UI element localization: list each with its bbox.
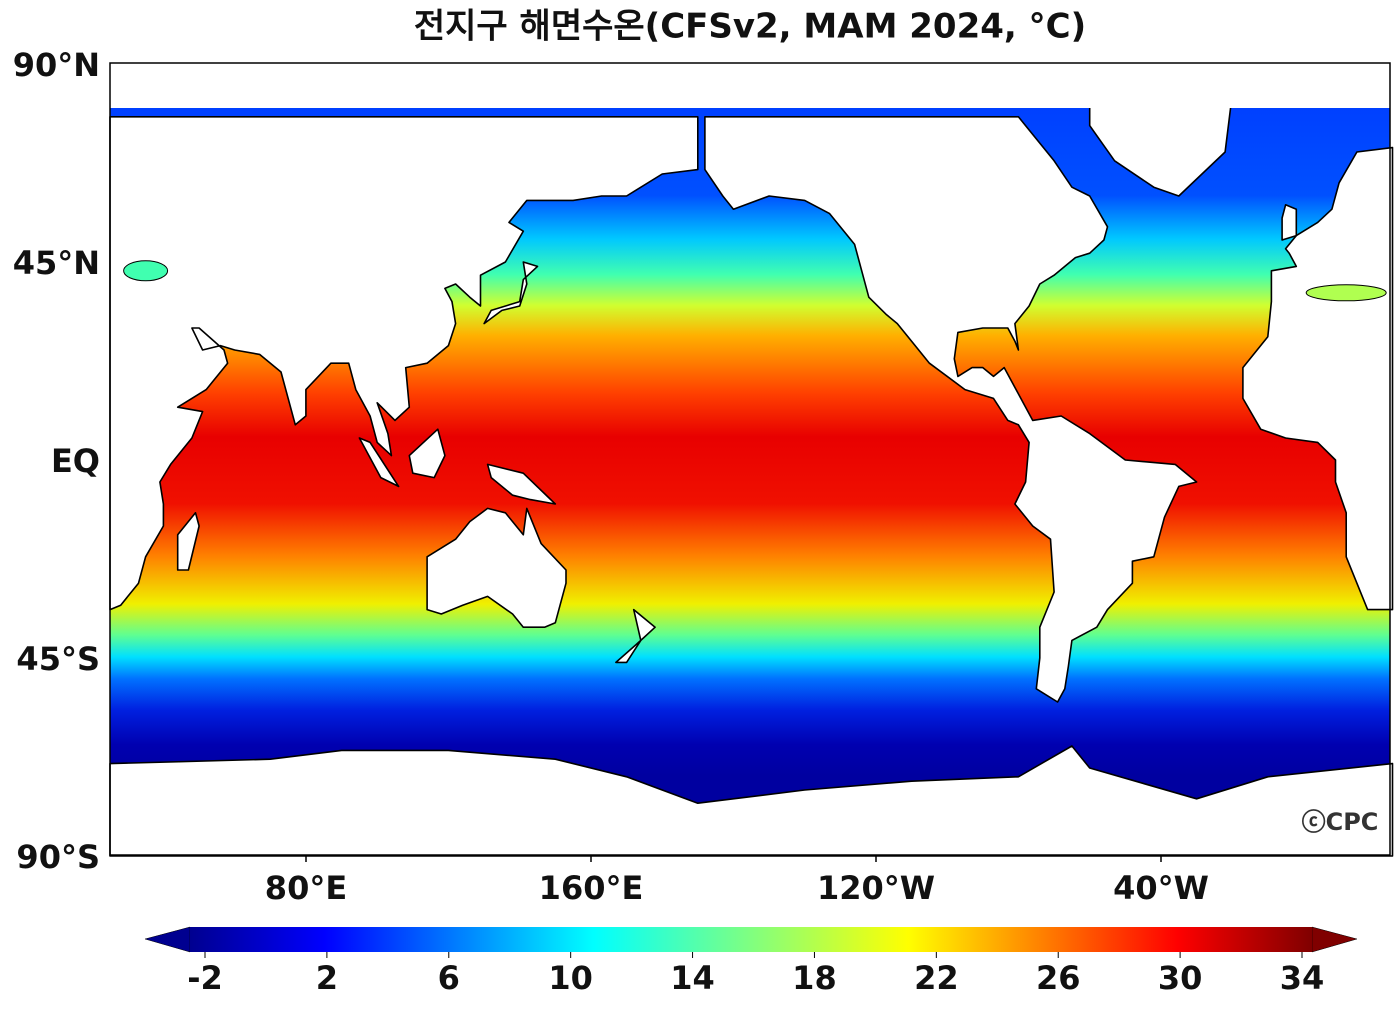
lon-label: 40°W <box>1113 869 1209 907</box>
colorbar-tick-label: 10 <box>548 959 593 997</box>
colorbar <box>190 927 1312 952</box>
colorbar-tick-label: 2 <box>316 959 338 997</box>
landmass <box>1281 204 1298 241</box>
continents <box>109 64 1394 857</box>
landmass <box>408 428 446 479</box>
lat-label: EQ <box>51 442 100 480</box>
lat-label: 45°N <box>13 244 100 282</box>
lon-label: 160°E <box>539 869 644 907</box>
lon-label: 80°E <box>265 869 347 907</box>
lat-label: 90°S <box>16 838 100 876</box>
black-sea <box>123 260 169 282</box>
landmass <box>704 116 1198 703</box>
colorbar-extend-low <box>144 926 191 953</box>
colorbar-tick-label: 6 <box>438 959 460 997</box>
landmass <box>486 463 557 505</box>
lon-label: 120°W <box>817 869 935 907</box>
lat-label: 90°N <box>13 46 100 84</box>
colorbar-tick-label: 26 <box>1036 959 1081 997</box>
colorbar-tick-label: -2 <box>187 959 223 997</box>
map-title: 전지구 해면수온(CFSv2, MAM 2024, °C) <box>414 7 1086 47</box>
colorbar-tick-label: 18 <box>792 959 837 997</box>
colorbar-tick-label: 14 <box>670 959 715 997</box>
lat-label: 45°S <box>16 640 100 678</box>
credit: ⓒCPC <box>1302 808 1379 836</box>
landmass <box>426 507 567 629</box>
landmass <box>358 437 400 488</box>
colorbar-tick-label: 22 <box>914 959 959 997</box>
landmass <box>176 511 200 571</box>
landmass <box>109 745 1394 857</box>
landmass <box>1242 146 1394 611</box>
colorbar-extend-high <box>1311 926 1358 953</box>
landmass <box>615 608 656 664</box>
arctic-ice <box>110 64 1390 108</box>
colorbar-tick-label: 30 <box>1158 959 1203 997</box>
mediterranean <box>1305 284 1387 302</box>
colorbar-tick-label: 34 <box>1280 959 1325 997</box>
map-frame <box>109 62 1391 856</box>
landmass <box>483 261 539 325</box>
landmass <box>109 116 699 611</box>
